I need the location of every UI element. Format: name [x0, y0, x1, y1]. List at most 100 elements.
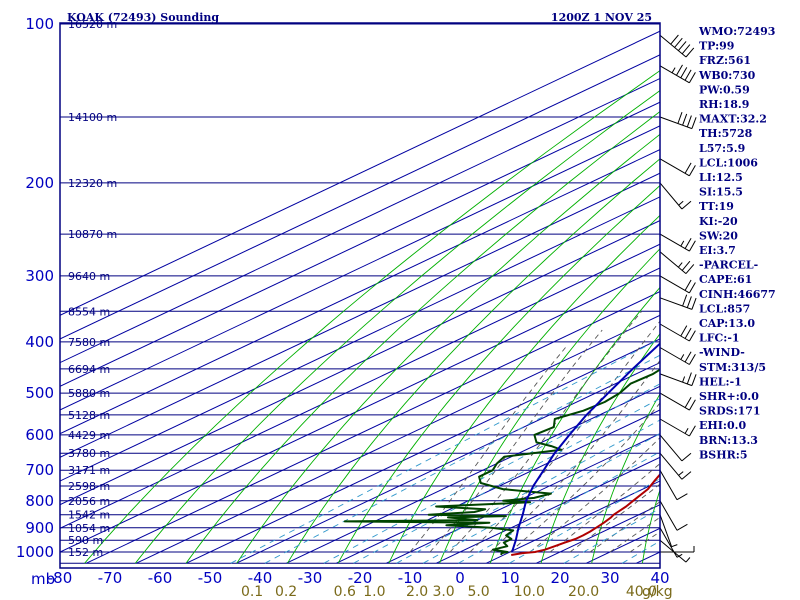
wind-barb — [659, 294, 697, 310]
index-line: LCL:857 — [699, 302, 750, 315]
index-line: SHR+:0.0 — [699, 390, 759, 403]
wind-barb — [659, 372, 697, 387]
isotherm-line — [86, 291, 660, 564]
wind-barb — [659, 233, 696, 252]
index-line: EHI:0.0 — [699, 419, 746, 432]
index-line: LCL:1006 — [699, 156, 758, 169]
index-line: RH:18.9 — [699, 98, 749, 111]
wind-barb-flag — [684, 396, 692, 408]
dry-adiabat-line — [591, 393, 660, 564]
temperature-tick-label: -20 — [348, 569, 373, 587]
wind-barb-staff — [659, 65, 690, 84]
wind-barb-staff — [659, 182, 683, 210]
wind-barb-flag — [682, 294, 688, 307]
wind-barb-flag — [686, 372, 692, 385]
index-line: TT:19 — [699, 200, 734, 213]
isotherm-line — [386, 433, 660, 564]
isotherm-line — [336, 409, 660, 564]
wind-barb-flag — [682, 113, 688, 126]
height-label: 16520 m — [68, 18, 117, 31]
wind-barb-flag — [688, 399, 696, 411]
wind-barb-staff — [659, 500, 678, 531]
wind-barb-flag — [684, 237, 692, 249]
temperature-tick-label: 20 — [550, 569, 569, 587]
height-label: 5880 m — [68, 387, 110, 400]
wind-barb-flag — [691, 297, 697, 310]
wind-barb-flag — [681, 260, 691, 271]
wind-barb-flag — [677, 112, 683, 124]
dry-adiabat-line — [287, 158, 660, 564]
temperature-tick-label: -60 — [148, 569, 173, 587]
wind-barb — [659, 392, 696, 411]
wind-barb-flag — [676, 493, 688, 501]
wind-barb-half-flag — [680, 354, 685, 360]
wind-barb-flag — [688, 165, 696, 177]
chart-title: KOAK (72493) Sounding — [67, 11, 219, 24]
isotherm-line — [436, 456, 660, 564]
wind-barb-half-flag — [680, 240, 685, 247]
index-line: TP:99 — [699, 40, 734, 53]
wind-barb-half-flag — [685, 557, 691, 563]
moist-adiabat-line — [509, 402, 660, 553]
wind-barb-flag — [684, 162, 692, 174]
wind-barb-half-flag — [684, 428, 689, 434]
dewpoint-trace — [343, 368, 660, 556]
pressure-tick-label: 300 — [25, 267, 54, 285]
wind-barb-half-flag — [678, 471, 684, 476]
height-label: 8554 m — [68, 305, 110, 318]
index-line: WB0:730 — [698, 69, 756, 82]
wind-barb-flag — [676, 523, 688, 531]
wind-barb-flag — [685, 264, 695, 274]
wind-barb — [659, 112, 697, 130]
wind-barb — [660, 546, 695, 553]
wind-barb-staff — [659, 434, 683, 462]
wind-barb-flag — [684, 327, 692, 339]
index-line: LFC:-1 — [699, 332, 740, 345]
index-line: CAP:13.0 — [699, 317, 755, 330]
index-line: SW:20 — [699, 229, 738, 242]
moist-adiabat-line — [589, 501, 660, 553]
wind-barb — [659, 182, 692, 210]
isotherm-line — [136, 314, 660, 564]
mixing-ratio-tick-label: 1.0 — [363, 584, 385, 600]
isotherm-line — [236, 362, 660, 564]
pressure-tick-label: 600 — [25, 426, 54, 444]
wind-barb-staff — [659, 469, 678, 500]
wind-barb-flag — [688, 282, 696, 294]
height-label: 590 m — [68, 534, 103, 547]
isotherm-line — [60, 101, 660, 387]
index-line: EI:3.7 — [699, 244, 736, 257]
height-label: 6694 m — [68, 363, 110, 376]
isotherm-line — [186, 338, 660, 564]
wind-barb-flag — [670, 34, 679, 45]
mixing-ratio-line — [422, 433, 660, 564]
temperature-axis-labels: -80 -70 -60 -50 -40 -30 -20 -10 0 10 20 30 40 — [48, 569, 670, 587]
wind-barb-staff — [659, 275, 690, 294]
wind-barb-flag — [688, 330, 696, 342]
wind-barb — [659, 418, 696, 437]
wind-barb-flag — [688, 240, 696, 252]
wind-barb — [659, 514, 678, 548]
index-line: L57:5.9 — [699, 142, 745, 155]
wind-barb-staff — [659, 158, 690, 177]
wind-barb-flag — [680, 67, 688, 79]
wind-barb-flag — [685, 47, 695, 58]
mixing-ratio-tick-label: 5.0 — [467, 584, 489, 600]
height-label: 3171 m — [68, 464, 110, 477]
moist-adiabat-line — [469, 320, 660, 553]
dry-adiabat-line — [236, 133, 660, 564]
mixing-ratio-tick-label: 0.1 — [241, 584, 263, 600]
wind-barb — [659, 275, 696, 294]
mixing-ratio-tick-label: 2.0 — [406, 584, 428, 600]
index-line: CAPE:61 — [699, 273, 752, 286]
temperature-tick-label: 40 — [650, 569, 669, 587]
temperature-tick-label: 30 — [600, 569, 619, 587]
temperature-tick-label: -80 — [48, 569, 73, 587]
height-label: 5128 m — [68, 409, 110, 422]
moist-adiabat-line — [429, 329, 603, 553]
mixing-ratio-tick-label: 10.0 — [514, 584, 545, 600]
isotherm-line — [60, 125, 660, 411]
wind-barb-staff — [659, 116, 693, 130]
height-labels: 16520 m 14100 m 12320 m 10870 m 9640 m 8554 m… — [68, 18, 117, 559]
